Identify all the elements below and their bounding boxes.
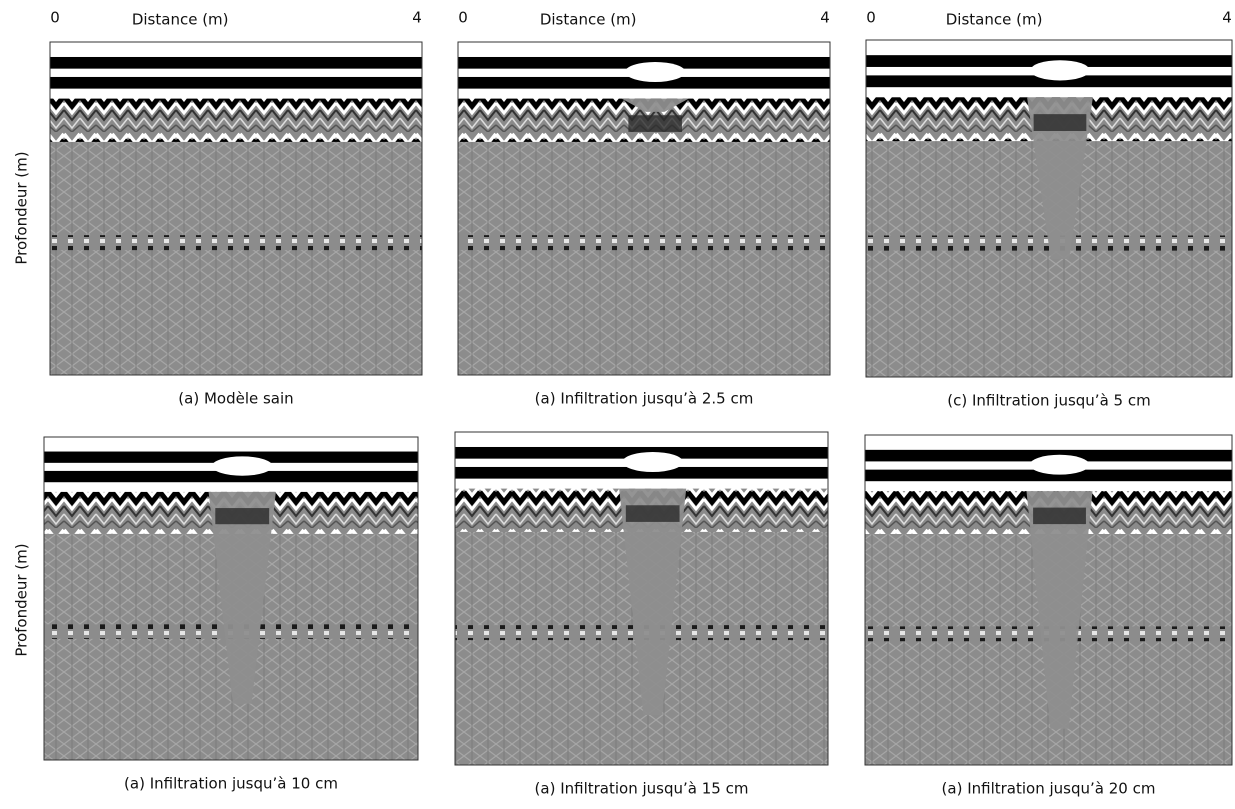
defect-reflection — [622, 452, 682, 472]
texture-zone — [458, 142, 830, 375]
radargram — [458, 42, 830, 375]
radargram — [44, 437, 418, 760]
axis-start: 0 — [458, 9, 468, 27]
defect-core — [628, 115, 682, 132]
reflection-band — [50, 77, 422, 89]
caption: (c) Infiltration jusqu’à 5 cm — [947, 392, 1150, 410]
caption: (a) Modèle sain — [178, 390, 293, 408]
axis-label: Distance (m) — [540, 11, 637, 29]
defect-core — [215, 508, 269, 524]
radargram — [50, 42, 422, 375]
texture-zone — [50, 142, 422, 375]
caption: (a) Infiltration jusqu’à 15 cm — [535, 780, 749, 798]
defect-reflection — [625, 62, 685, 82]
defect-core — [1033, 508, 1086, 524]
axis-end: 4 — [412, 9, 422, 27]
figure: (a) Modèle sain 0 Distance (m) 4 (a) Infiltr… — [0, 0, 1235, 809]
defect-core — [1034, 114, 1087, 131]
defect-reflection — [1030, 455, 1089, 475]
hyperbola-zone — [50, 99, 422, 146]
radargram — [865, 435, 1232, 765]
axis-start: 0 — [50, 9, 60, 27]
axis-end: 4 — [820, 9, 830, 27]
defect-reflection — [212, 456, 273, 475]
y-axis-label: Profondeur (m) — [13, 151, 31, 264]
radargram — [866, 40, 1232, 377]
axis-label: Distance (m) — [132, 11, 229, 29]
axis-label: Distance (m) — [946, 11, 1043, 29]
axis-start: 0 — [866, 9, 876, 27]
caption: (a) Infiltration jusqu’à 2.5 cm — [535, 390, 754, 408]
reflection-band — [50, 57, 422, 69]
caption: (a) Infiltration jusqu’à 20 cm — [942, 780, 1156, 798]
scatter-row — [50, 235, 422, 250]
scatter-row — [458, 235, 830, 250]
caption: (a) Infiltration jusqu’à 10 cm — [124, 775, 338, 793]
y-axis-label: Profondeur (m) — [13, 543, 31, 656]
radargram — [455, 432, 828, 765]
defect-reflection — [1030, 60, 1089, 80]
axis-end: 4 — [1222, 9, 1232, 27]
defect-core — [626, 505, 680, 522]
